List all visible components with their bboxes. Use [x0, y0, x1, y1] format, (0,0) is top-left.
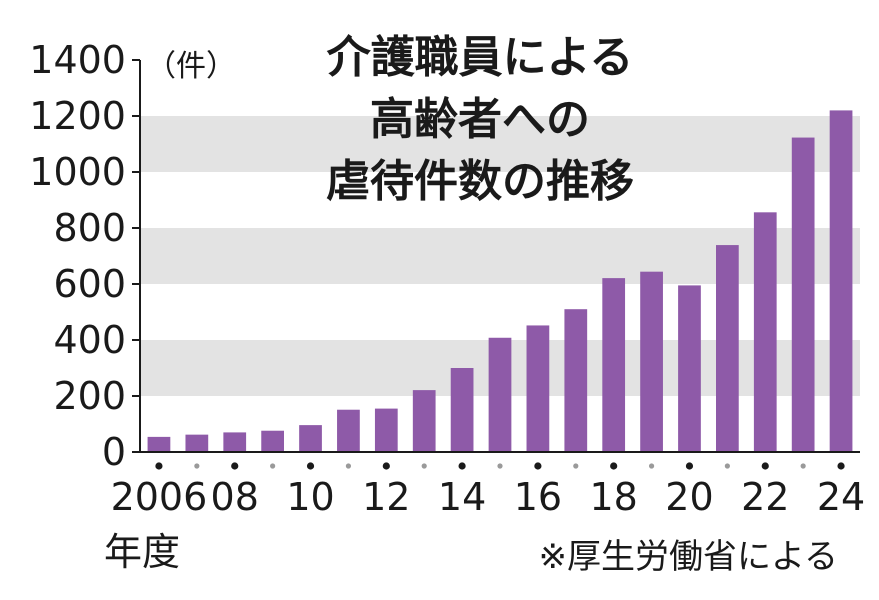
- bar-2015: [488, 337, 512, 452]
- x-tick-dot: [421, 463, 427, 469]
- chart-title-line-1: 介護職員による: [327, 32, 634, 83]
- x-tick-dot: [270, 463, 276, 469]
- y-tick-label: 0: [102, 430, 126, 474]
- x-tick-dot: [497, 463, 503, 469]
- x-tick-dot: [573, 463, 579, 469]
- x-axis-label: 年度: [104, 530, 180, 574]
- bar-2017: [564, 309, 588, 452]
- bar-2016: [526, 325, 550, 452]
- x-tick-dot: [231, 462, 239, 470]
- x-tick-dot: [685, 462, 694, 470]
- x-tick-label: 12: [362, 475, 410, 519]
- x-tick-label: 20: [665, 475, 713, 519]
- bar-2007: [185, 434, 209, 452]
- bar-2013: [412, 390, 436, 452]
- bar-2024: [829, 110, 853, 453]
- bar-2010: [299, 425, 322, 452]
- bar-2019: [640, 271, 663, 452]
- bar-2018: [602, 278, 626, 452]
- bar-2012: [374, 408, 398, 452]
- y-tick-label: 1200: [29, 94, 126, 138]
- y-tick-label: 800: [53, 206, 126, 250]
- bar-2022: [753, 212, 777, 452]
- y-tick-label: 400: [53, 318, 126, 362]
- grid-band: [140, 116, 860, 172]
- x-tick-label: 10: [286, 475, 334, 519]
- chart-title-line-2: 高齢者への: [370, 94, 590, 145]
- x-tick-dot: [724, 463, 730, 469]
- y-tick-label: 200: [53, 374, 126, 418]
- bar-2021: [716, 245, 739, 452]
- grid-band: [140, 228, 860, 284]
- x-tick-dot: [534, 462, 542, 470]
- bar-2009: [261, 430, 284, 452]
- x-tick-label: 18: [590, 475, 638, 519]
- x-tick-dot: [155, 462, 163, 470]
- chart-title-line-3: 虐待件数の推移: [326, 156, 634, 207]
- x-tick-label: 2006: [111, 475, 208, 519]
- x-tick-dot: [194, 463, 200, 469]
- y-tick-label: 1400: [29, 38, 126, 82]
- x-tick-dot: [800, 463, 806, 469]
- x-tick-dots: [155, 462, 845, 470]
- bar-2006: [147, 436, 171, 452]
- bar-2014: [450, 368, 474, 452]
- x-tick-dot: [761, 462, 769, 470]
- x-tick-dot: [306, 462, 315, 470]
- unit-label: （件）: [146, 49, 236, 84]
- y-tick-label: 1000: [29, 150, 126, 194]
- bar-2011: [337, 409, 360, 452]
- x-tick-dot: [345, 463, 352, 469]
- x-tick-label: 16: [514, 475, 562, 519]
- source-note: ※厚生労働省による: [539, 537, 838, 577]
- x-tick-label: 14: [438, 475, 486, 519]
- y-tick-labels: 0 200 400 600 800 1000 1200 1400: [29, 38, 140, 474]
- x-tick-label: 08: [211, 475, 259, 519]
- y-tick-label: 600: [53, 262, 126, 306]
- x-tick-dot: [837, 462, 845, 470]
- x-tick-dot: [610, 462, 618, 470]
- x-tick-dot: [382, 462, 390, 470]
- x-tick-labels: 2006 08 10 12 14 16 18 20 22 24: [111, 475, 866, 519]
- x-tick-label: 22: [741, 475, 789, 519]
- bar-2020: [678, 285, 701, 452]
- x-tick-dot: [648, 463, 655, 469]
- bar-2023: [791, 137, 815, 452]
- x-tick-dot: [458, 462, 466, 470]
- bars: [147, 110, 853, 453]
- bar-2008: [223, 432, 247, 452]
- x-tick-label: 24: [817, 475, 865, 519]
